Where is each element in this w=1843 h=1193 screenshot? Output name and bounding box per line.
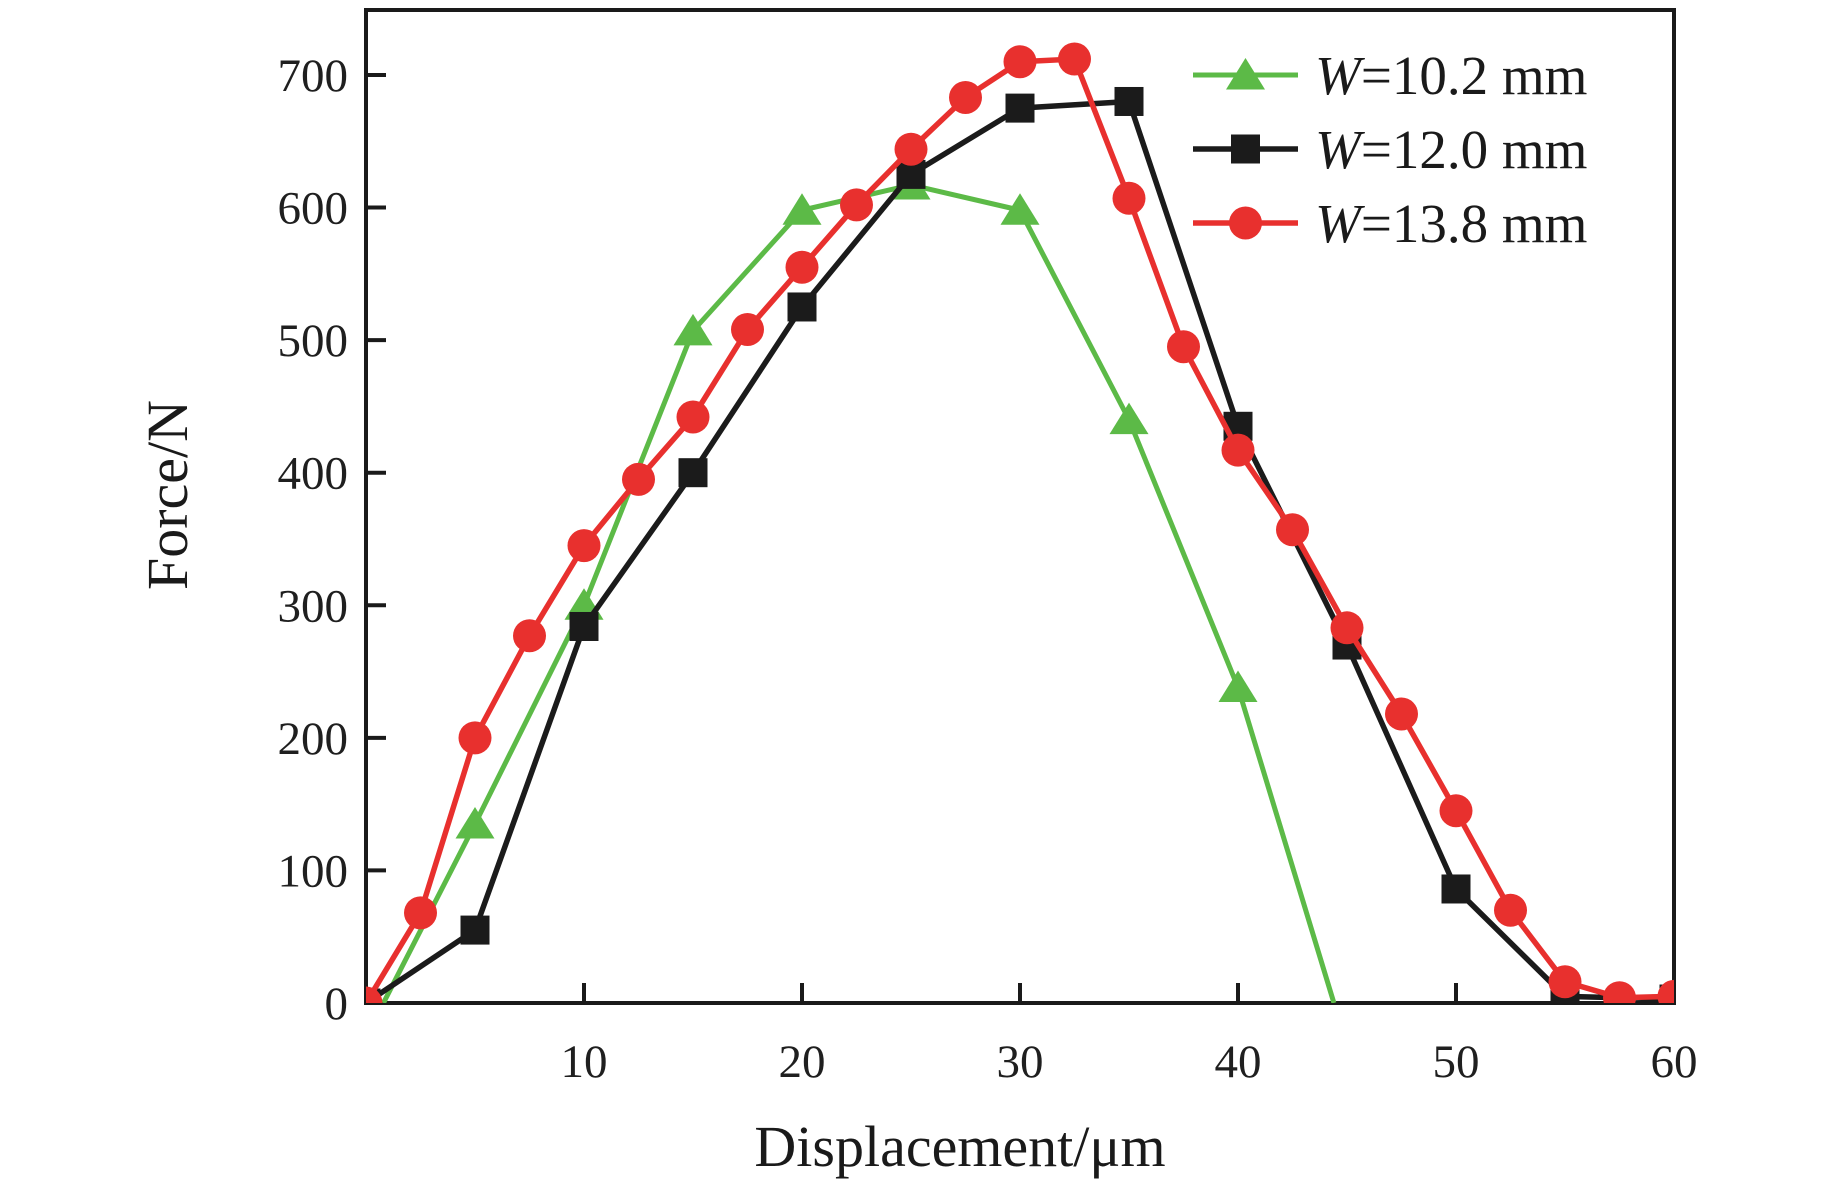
marker-circle-2-9 xyxy=(840,188,873,222)
marker-circle-2-7 xyxy=(731,313,764,347)
y-tick-label: 0 xyxy=(325,978,349,1030)
y-tick-label: 300 xyxy=(278,580,349,632)
marker-circle-2-14 xyxy=(1112,181,1146,215)
marker-circle-2-23 xyxy=(1603,981,1636,1003)
legend-item-2: W=13.8 mm xyxy=(1193,193,1587,254)
series-line-0 xyxy=(381,182,1337,1003)
marker-circle-2-8 xyxy=(785,250,819,284)
y-tick-label: 200 xyxy=(278,713,349,765)
marker-circle-2-20 xyxy=(1439,794,1473,828)
y-tick-label: 700 xyxy=(278,50,349,102)
y-tick-label: 500 xyxy=(278,315,349,367)
marker-circle-2-22 xyxy=(1548,965,1582,999)
marker-triangle-0-8 xyxy=(1218,670,1258,702)
x-tick-label: 50 xyxy=(1433,1036,1480,1088)
marker-triangle-0-7 xyxy=(1109,402,1149,435)
marker-square-legend-1 xyxy=(1231,134,1260,164)
marker-circle-2-21 xyxy=(1494,893,1527,927)
marker-square-1-10 xyxy=(1441,874,1471,904)
marker-circle-2-16 xyxy=(1221,433,1255,467)
marker-circle-2-19 xyxy=(1385,697,1418,731)
marker-circle-2-13 xyxy=(1058,42,1091,76)
marker-square-1-7 xyxy=(1114,86,1144,116)
x-tick-label: 60 xyxy=(1651,1036,1698,1088)
marker-square-1-4 xyxy=(787,292,817,322)
marker-circle-2-11 xyxy=(949,81,982,115)
x-axis-title: Displacement/μm xyxy=(754,1114,1166,1179)
x-tick-label: 20 xyxy=(779,1036,826,1088)
marker-circle-2-15 xyxy=(1167,330,1200,364)
legend-label: W=10.2 mm xyxy=(1315,45,1587,106)
marker-triangle-0-4 xyxy=(782,193,822,225)
legend-item-1: W=12.0 mm xyxy=(1193,119,1587,180)
x-tick-label: 40 xyxy=(1215,1036,1262,1088)
marker-triangle-legend-0 xyxy=(1226,58,1265,90)
marker-circle-2-6 xyxy=(676,400,710,434)
marker-circle-2-12 xyxy=(1003,45,1037,79)
marker-square-1-6 xyxy=(1005,93,1035,123)
marker-circle-2-2 xyxy=(458,721,492,755)
marker-circle-2-0 xyxy=(366,986,383,1003)
x-tick-label: 30 xyxy=(997,1036,1044,1088)
y-axis-title: Force/N xyxy=(135,399,200,591)
marker-triangle-0-1 xyxy=(455,807,495,839)
y-tick-label: 100 xyxy=(278,845,349,897)
legend-label: W=12.0 mm xyxy=(1315,119,1587,180)
series-1 xyxy=(366,86,1674,1003)
marker-circle-2-5 xyxy=(622,462,655,496)
marker-circle-legend-2 xyxy=(1229,206,1262,240)
legend-item-0: W=10.2 mm xyxy=(1193,45,1587,106)
marker-circle-2-3 xyxy=(513,619,546,653)
marker-square-1-1 xyxy=(460,915,490,945)
marker-circle-2-4 xyxy=(567,529,601,563)
series-2 xyxy=(366,42,1674,1003)
marker-circle-2-1 xyxy=(404,896,437,930)
y-tick-label: 400 xyxy=(278,448,349,500)
marker-triangle-0-6 xyxy=(1000,193,1040,225)
marker-circle-2-18 xyxy=(1330,611,1364,645)
x-tick-label: 10 xyxy=(561,1036,608,1088)
marker-circle-2-17 xyxy=(1276,513,1309,547)
marker-triangle-0-3 xyxy=(673,313,713,346)
legend-label: W=13.8 mm xyxy=(1315,193,1587,254)
marker-circle-2-10 xyxy=(894,132,928,166)
y-tick-label: 600 xyxy=(278,183,349,235)
marker-square-1-3 xyxy=(678,458,708,488)
marker-square-1-2 xyxy=(569,611,599,641)
marker-circle-2-24 xyxy=(1657,979,1674,1003)
legend: W=10.2 mm W=12.0 mm W=13.8 mm xyxy=(1193,45,1587,254)
